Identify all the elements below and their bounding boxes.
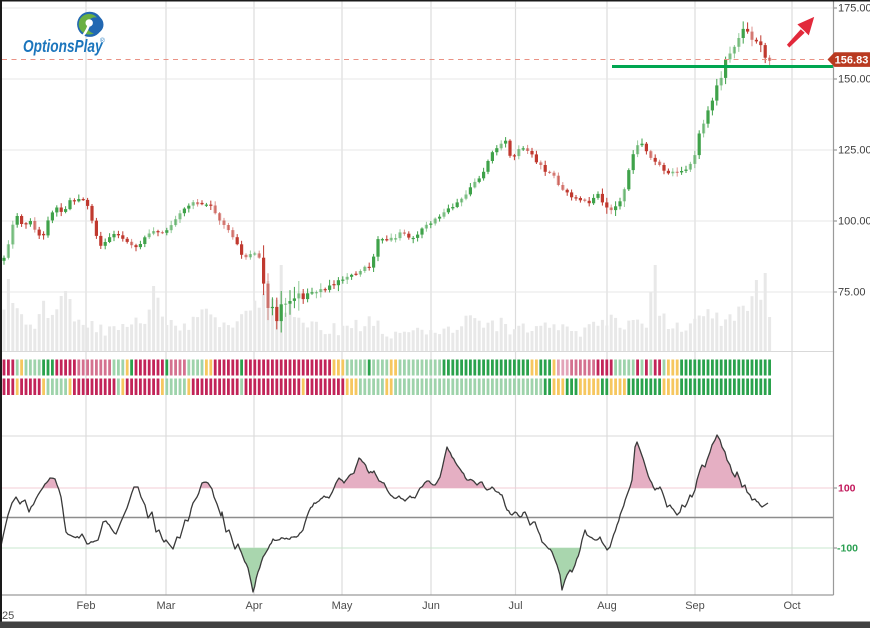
svg-text:25: 25 xyxy=(2,610,14,622)
svg-text:OptionsPlay: OptionsPlay xyxy=(23,38,104,57)
svg-text:156.83: 156.83 xyxy=(835,55,869,67)
svg-text:75.00: 75.00 xyxy=(838,287,866,299)
svg-text:-100: -100 xyxy=(837,543,858,555)
svg-text:100.00: 100.00 xyxy=(838,216,870,228)
svg-text:Mar: Mar xyxy=(157,600,176,612)
svg-text:150.00: 150.00 xyxy=(838,74,870,86)
svg-text:Jun: Jun xyxy=(422,600,440,612)
svg-text:100: 100 xyxy=(838,483,856,495)
svg-text:175.00: 175.00 xyxy=(838,3,870,15)
svg-text:May: May xyxy=(332,600,353,612)
svg-text:®: ® xyxy=(100,37,105,45)
svg-text:Feb: Feb xyxy=(77,600,96,612)
svg-text:Apr: Apr xyxy=(245,600,262,612)
svg-text:Sep: Sep xyxy=(685,600,705,612)
svg-text:125.00: 125.00 xyxy=(838,145,870,157)
svg-text:Aug: Aug xyxy=(597,600,617,612)
svg-text:Oct: Oct xyxy=(783,600,800,612)
svg-text:Jul: Jul xyxy=(508,600,522,612)
